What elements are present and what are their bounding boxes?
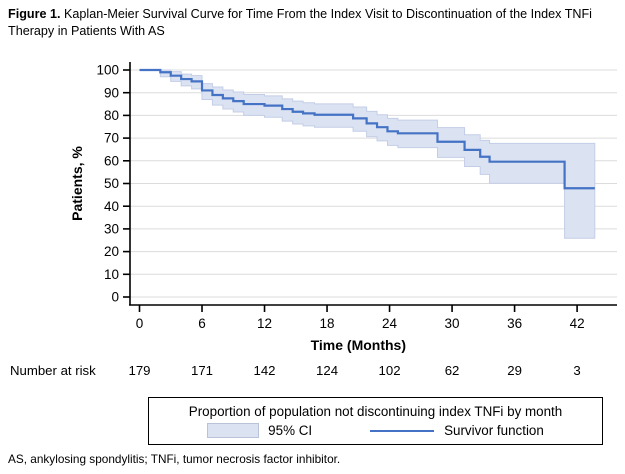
legend-ci-swatch: [207, 423, 260, 438]
svg-text:124: 124: [316, 363, 338, 378]
svg-text:171: 171: [191, 363, 213, 378]
svg-text:40: 40: [104, 199, 119, 214]
legend-ci-label: 95% CI: [268, 423, 313, 438]
legend-box: Proportion of population not discontinui…: [148, 397, 603, 445]
legend-line-swatch: [370, 429, 435, 432]
svg-text:Time (Months): Time (Months): [311, 337, 406, 353]
svg-text:30: 30: [445, 316, 460, 331]
figure-title-prefix: Figure 1.: [8, 7, 61, 21]
svg-text:102: 102: [379, 363, 401, 378]
svg-text:12: 12: [257, 316, 272, 331]
svg-text:179: 179: [128, 363, 150, 378]
svg-text:100: 100: [96, 63, 119, 78]
svg-text:70: 70: [104, 131, 119, 146]
svg-text:36: 36: [507, 316, 522, 331]
svg-text:62: 62: [445, 363, 460, 378]
svg-text:Patients, %: Patients, %: [69, 146, 85, 221]
svg-text:50: 50: [104, 176, 119, 191]
svg-text:29: 29: [507, 363, 522, 378]
svg-text:10: 10: [104, 267, 119, 282]
figure-title-text: Kaplan-Meier Survival Curve for Time Fro…: [8, 7, 592, 38]
svg-text:0: 0: [136, 316, 144, 331]
svg-text:20: 20: [104, 244, 119, 259]
svg-text:0: 0: [111, 290, 119, 305]
svg-text:42: 42: [570, 316, 585, 331]
svg-text:90: 90: [104, 85, 119, 100]
figure-footnote: AS, ankylosing spondylitis; TNFi, tumor …: [8, 452, 341, 466]
svg-text:60: 60: [104, 153, 119, 168]
svg-text:80: 80: [104, 108, 119, 123]
svg-text:Number at risk: Number at risk: [10, 363, 96, 378]
figure-title: Figure 1. Kaplan-Meier Survival Curve fo…: [8, 6, 616, 40]
legend-line-label: Survivor function: [444, 423, 544, 438]
legend-row: 95% CI Survivor function: [207, 423, 544, 438]
svg-text:24: 24: [382, 316, 398, 331]
legend-title: Proportion of population not discontinui…: [188, 404, 563, 419]
km-chart: 0 10 20 30 40 50 60 70 80 90 100 0 6 12 18 24 30 36 42 Pati…: [10, 62, 617, 378]
svg-text:18: 18: [320, 316, 335, 331]
svg-text:30: 30: [104, 222, 119, 237]
svg-text:142: 142: [254, 363, 276, 378]
svg-text:3: 3: [573, 363, 580, 378]
svg-text:6: 6: [198, 316, 206, 331]
